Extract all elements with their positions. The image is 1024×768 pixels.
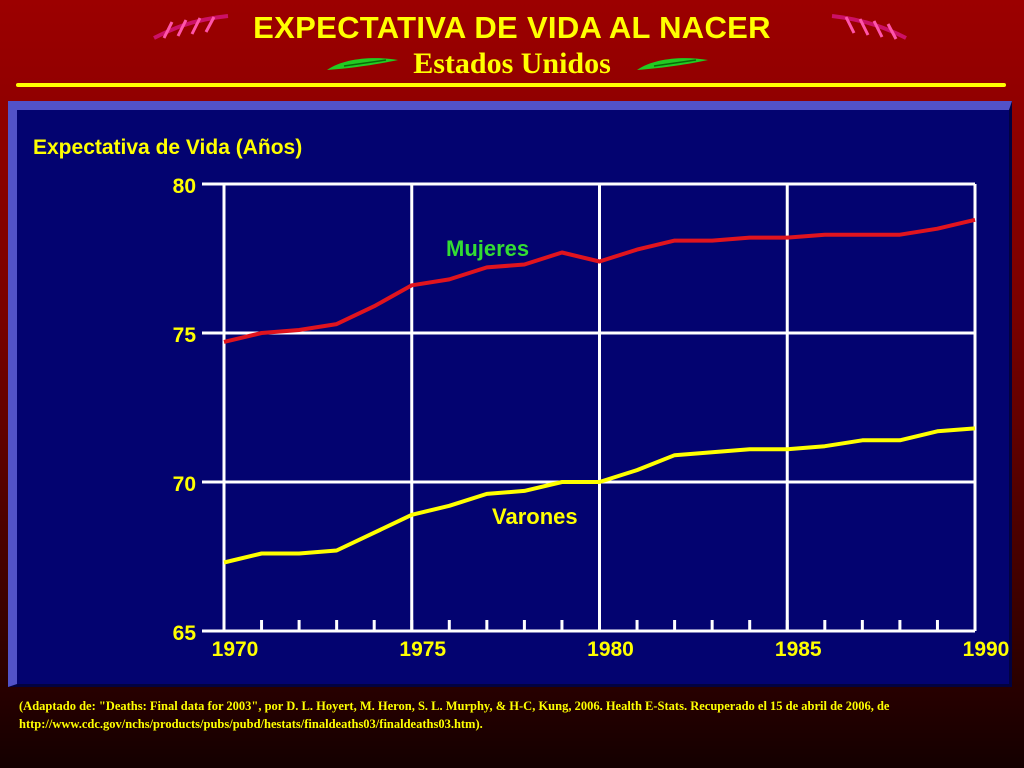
x-tick-label: 1985 [775,638,822,661]
x-tick-label: 1980 [587,638,634,661]
title-divider [16,83,1006,87]
title-decoration-left-icon [153,14,229,40]
series-line-mujeres [223,217,976,344]
x-tick-label: 1975 [399,638,446,661]
series-label-mujeres: Mujeres [446,236,529,261]
title-decoration-right-icon [831,14,907,40]
y-tick-label: 80 [173,175,196,198]
page-subtitle: Estados Unidos [413,47,611,80]
subtitle-decoration-left-icon [327,58,398,70]
y-tick-label: 65 [173,622,197,645]
y-tick-label: 75 [173,324,197,347]
y-axis-label: Expectativa de Vida (Años) [33,136,303,159]
subtitle-decoration-right-icon [637,58,708,70]
x-tick-label: 1990 [963,638,1010,661]
x-tick-label: 1970 [212,638,259,661]
page-title: EXPECTATIVA DE VIDA AL NACER [253,10,771,45]
series-line-varones [223,426,976,565]
y-tick-label: 70 [173,473,196,496]
chart-panel [8,101,1012,687]
source-footnote: (Adaptado de: "Deaths: Final data for 20… [19,699,890,731]
series-label-varones: Varones [492,504,578,529]
